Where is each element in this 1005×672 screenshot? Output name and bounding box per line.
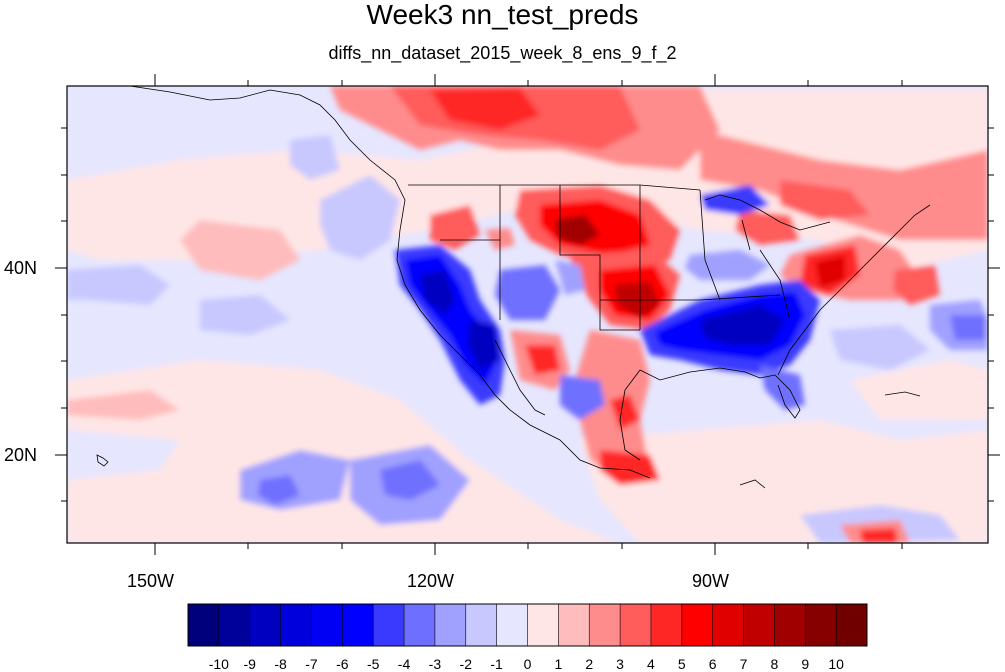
colorbar-label: -1 (490, 656, 503, 672)
map-title: Week3 nn_test_preds (366, 0, 639, 30)
colorbar-label: 3 (616, 656, 624, 672)
colorbar-label: 10 (828, 656, 844, 672)
colorbar-label: 7 (739, 656, 748, 672)
colorbar-swatch (218, 604, 251, 646)
coastlines (96, 86, 931, 489)
colorbar-label: 6 (708, 656, 717, 672)
contour-field (67, 86, 988, 543)
colorbar-label: -5 (366, 656, 380, 672)
colorbar-swatch (527, 604, 559, 646)
colorbar-label: -7 (305, 656, 318, 672)
lat-label-40n: 40N (4, 258, 38, 278)
colorbar-swatch (249, 604, 282, 646)
colorbar-swatch (650, 604, 683, 646)
colorbar-label: -8 (274, 656, 287, 672)
colorbar-swatch (712, 604, 745, 646)
colorbar-swatch (836, 604, 868, 646)
colorbar-swatch (589, 604, 621, 646)
colorbar-swatch (311, 604, 343, 646)
colorbar-swatch (558, 604, 590, 646)
colorbar-label: -2 (459, 656, 472, 672)
colorbar-label: 2 (585, 656, 594, 672)
colorbar-swatch (188, 604, 220, 646)
colorbar-label: -10 (208, 656, 229, 672)
colorbar-label: -4 (397, 656, 411, 672)
colorbar (187, 603, 868, 647)
colorbar-label: 0 (523, 656, 532, 672)
lon-label-150w: 150W (127, 571, 175, 591)
colorbar-label: -9 (243, 656, 256, 672)
colorbar-label: 5 (677, 656, 686, 672)
colorbar-label: 9 (801, 656, 810, 672)
colorbar-swatch (434, 604, 467, 646)
colorbar-label: -3 (428, 656, 442, 672)
map-subtitle: diffs_nn_dataset_2015_week_8_ens_9_f_2 (328, 43, 677, 63)
colorbar-label: 1 (554, 656, 563, 672)
colorbar-label: -6 (336, 656, 349, 672)
colorbar-swatch (620, 604, 652, 646)
lat-label-20n: 20N (4, 445, 38, 465)
map-frame (55, 74, 1000, 555)
colorbar-swatch (681, 604, 714, 646)
colorbar-swatch (496, 604, 528, 646)
colorbar-swatch (373, 604, 405, 646)
colorbar-swatch (280, 604, 312, 646)
colorbar-swatch (805, 604, 837, 646)
colorbar-label: 4 (647, 656, 655, 672)
colorbar-swatch (465, 604, 498, 646)
colorbar-swatch (774, 604, 806, 646)
colorbar-swatch (342, 604, 374, 646)
colorbar-swatch (404, 604, 436, 646)
colorbar-label: 8 (770, 656, 779, 672)
lon-label-120w: 120W (407, 571, 455, 591)
lon-label-90w: 90W (692, 571, 730, 591)
colorbar-swatch (743, 604, 775, 646)
